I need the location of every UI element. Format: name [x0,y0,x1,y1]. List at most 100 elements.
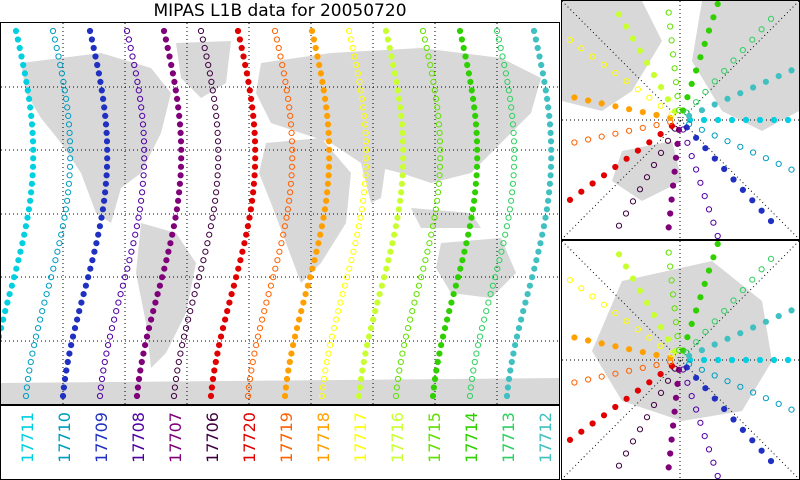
orbit-label: 17711 [18,412,37,463]
polar-orbit-point [750,149,757,156]
polar-orbit-point [653,111,660,119]
orbit-point [96,392,104,400]
orbit-point [267,282,274,289]
orbit-point [170,392,178,400]
orbit-point [388,53,395,60]
orbit-point [286,358,293,366]
orbit-point [23,384,30,391]
orbit-point [382,27,390,35]
orbit-point [61,87,68,94]
orbit-point [401,342,408,349]
orbit-point [470,367,477,374]
orbit-point [138,358,145,366]
orbit-point [111,316,118,323]
orbit-point [289,146,296,153]
orbit-point [283,87,290,94]
orbit-point [391,231,398,238]
orbit-point [469,206,476,213]
orbit-point [283,214,290,221]
orbit-point [423,44,430,52]
orbit-point [361,180,368,187]
polar-orbit-point [788,67,795,74]
orbit-point [503,223,510,230]
orbit-point [103,138,111,145]
orbit-point [395,206,402,213]
orbit-point [363,146,370,153]
orbit-track [22,27,74,400]
orbit-label: 17716 [388,412,407,463]
orbit-point [136,206,143,213]
orbit-point [167,240,174,247]
orbit-point [465,231,472,238]
orbit-point [547,138,555,145]
orbit-point [82,282,90,289]
orbit-point [434,358,441,366]
polar-orbit-point [711,395,718,402]
orbit-point [63,367,70,374]
orbit-point [520,308,527,315]
orbit-point [411,299,418,306]
orbit-point [325,350,332,357]
polar-orbit-point [762,155,769,162]
orbit-point [169,70,176,77]
orbit-point [237,257,244,264]
polar-orbit-point [646,334,653,341]
polar-land [592,261,772,421]
orbit-point [212,197,219,204]
orbit-point [509,112,516,120]
orbit-point [1,334,3,339]
orbit-point [26,367,33,374]
polar-orbit-point [622,210,630,217]
orbit-point [213,121,221,128]
polar-orbit-point [705,267,713,274]
orbit-point [102,180,110,187]
orbit-point [476,333,484,340]
orbit-point [280,70,287,77]
orbit-point [242,61,249,69]
orbit-point [196,274,203,281]
orbit-track [59,27,111,400]
orbit-point [138,197,145,204]
polar-orbit-point [702,88,709,95]
orbit-point [530,27,538,35]
indonesia [411,208,481,228]
orbit-point [21,231,28,238]
orbit-point [29,350,36,357]
orbit-point [97,78,104,86]
orbit-point [397,197,404,204]
orbit-track [133,27,185,400]
orbit-point [214,163,222,170]
orbit-track [207,27,259,400]
orbit-point [251,163,259,170]
world-map [1,23,559,404]
orbit-point [310,36,317,43]
orbit-point [252,146,259,153]
polar-orbit-point [600,172,608,179]
polar-orbit-point [710,14,717,21]
orbit-point [145,325,153,332]
polar-orbit-point [622,23,630,30]
polar-orbit-point [639,349,646,356]
orbit-point [466,223,473,230]
orbit-point [201,44,208,52]
polar-orbit-point [626,367,633,374]
polar-orbit-point [636,186,644,193]
polar-orbit-point [571,139,578,146]
orbit-point [489,282,496,289]
orbit-point [4,299,11,306]
polar-orbit-point [775,160,782,167]
orbit-point [317,231,324,238]
polar-orbit-point [730,57,737,64]
polar-orbit-point [668,37,675,44]
orbit-point [547,163,555,170]
orbit-point [360,104,367,111]
orbit-point [399,172,406,179]
orbit-point [247,206,254,213]
orbit-point [508,358,515,366]
polar-orbit-point [629,275,637,282]
orbit-point [502,70,509,77]
polar-orbit-point [598,373,605,380]
polar-orbit-point [646,379,653,386]
orbit-point [288,350,295,357]
orbit-point [548,155,555,162]
